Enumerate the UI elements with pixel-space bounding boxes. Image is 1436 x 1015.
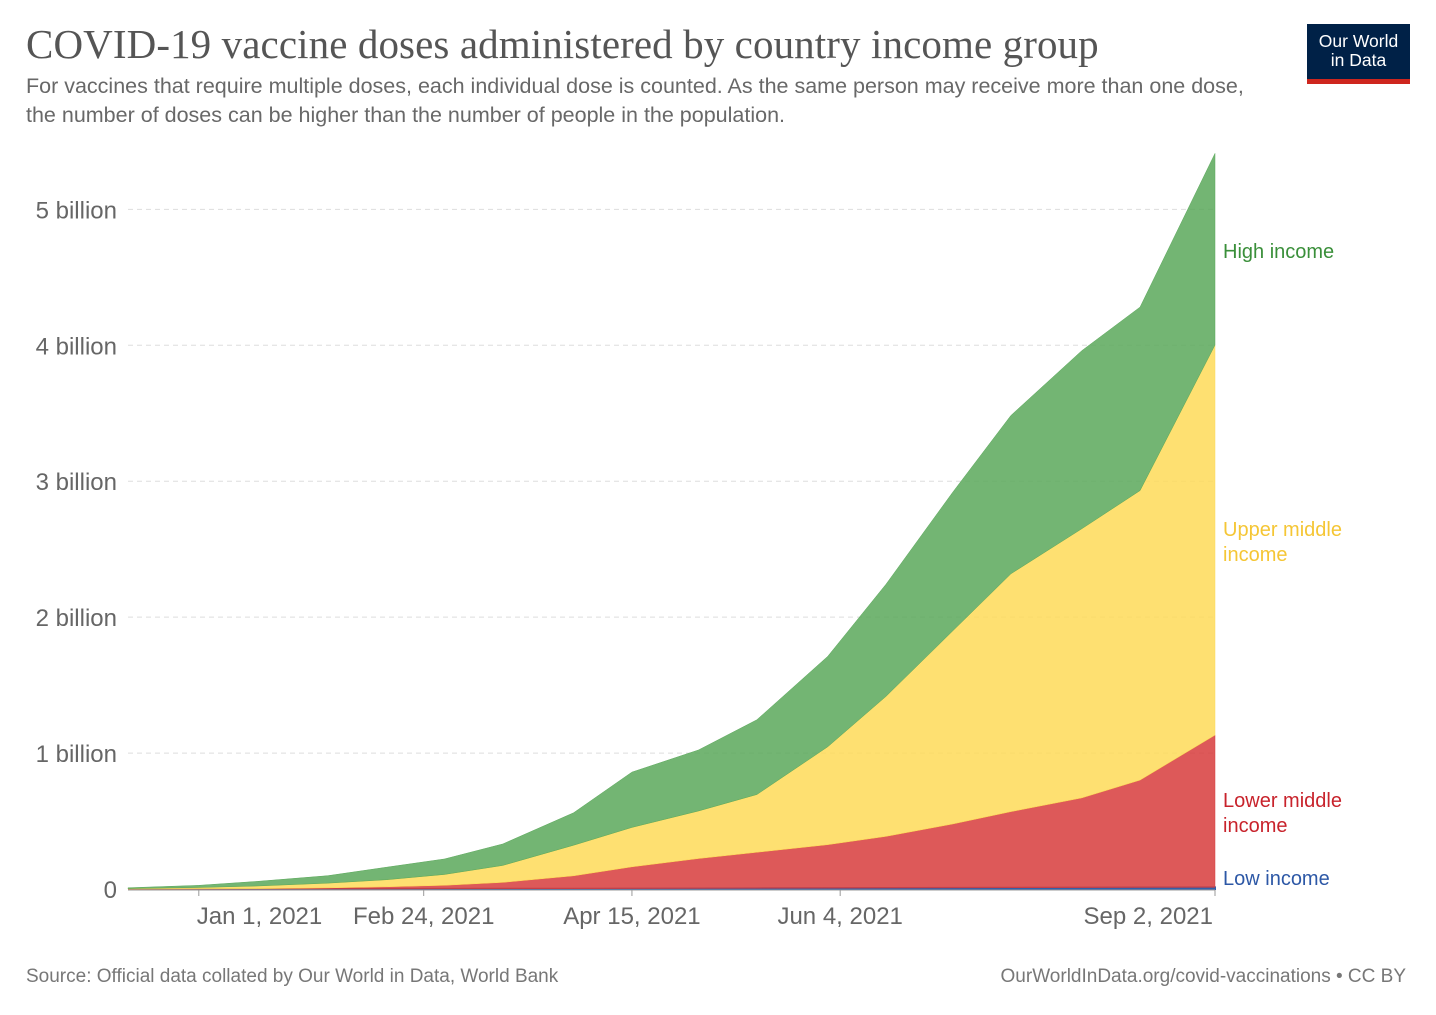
chart-subtitle: For vaccines that require multiple doses… [26,74,1244,127]
chart-title: COVID-19 vaccine doses administered by c… [26,21,1099,67]
x-tick-label: Apr 15, 2021 [563,903,700,930]
area-high-income [127,153,1216,889]
label-upper-middle-income: income [1223,544,1287,566]
x-tick-label: Feb 24, 2021 [353,903,494,930]
label-upper-middle-income: Upper middle [1223,519,1342,541]
series-labels: High income Upper middle income Lower middl… [1223,241,1342,890]
y-tick-label: 4 billion [36,333,117,360]
logo-line-1: Our World [1318,31,1399,51]
label-lower-middle-income: income [1223,815,1287,837]
license-link[interactable]: OurWorldInData.org/covid-vaccinations • … [1000,966,1406,987]
y-tick-label: 0 [104,877,117,904]
area-series [127,153,1216,890]
label-high-income: High income [1223,241,1334,263]
x-axis: Jan 1, 2021 Feb 24, 2021 Apr 15, 2021 Jun 4… [128,889,1216,930]
grid-lines: 0 1 billion 2 billion 3 billion 4 billion 5 b… [36,197,1215,904]
y-tick-label: 5 billion [36,197,117,224]
x-tick-label: Jan 1, 2021 [197,903,322,930]
y-tick-label: 2 billion [36,605,117,632]
label-lower-middle-income: Lower middle [1223,790,1342,812]
y-tick-label: 3 billion [36,469,117,496]
y-tick-label: 1 billion [36,741,117,768]
x-tick-label: Jun 4, 2021 [777,903,902,930]
label-low-income: Low income [1223,868,1330,890]
source-note[interactable]: Source: Official data collated by Our Wo… [26,966,559,987]
x-tick-label: Sep 2, 2021 [1084,903,1213,930]
logo-line-2: in Data [1330,50,1387,70]
owid-logo[interactable]: Our World in Data [1307,24,1410,84]
